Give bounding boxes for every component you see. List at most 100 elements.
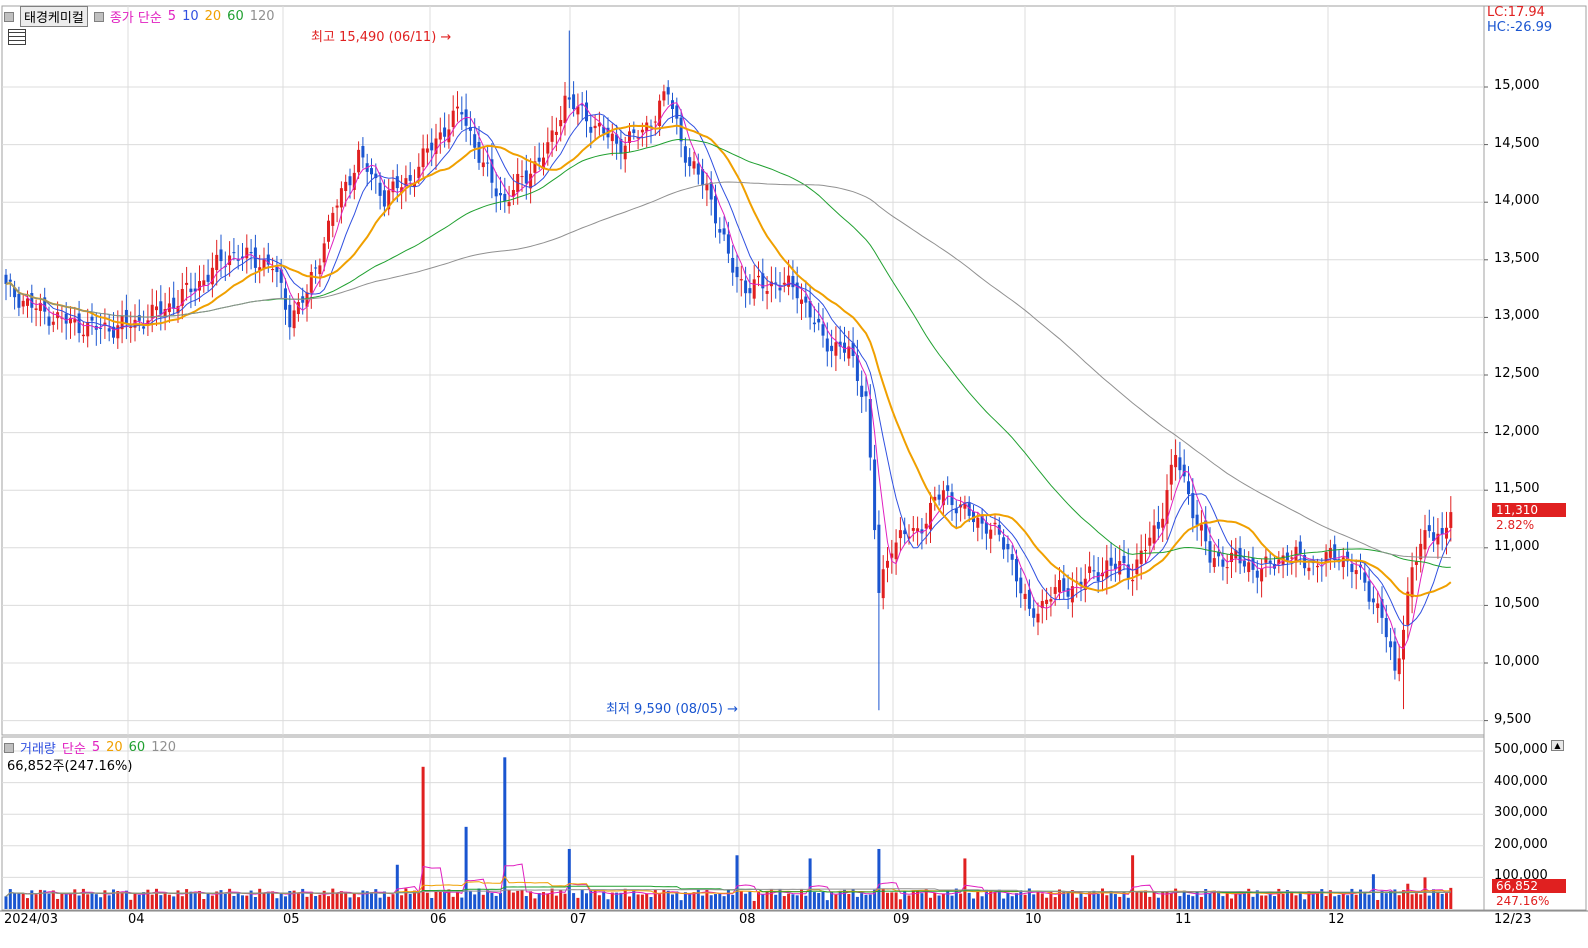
candle-body [438, 132, 442, 140]
candle-body [714, 196, 717, 224]
volume-bar [116, 891, 120, 909]
volume-bar [112, 889, 115, 909]
volume-bar [1242, 892, 1246, 909]
candle-body [112, 326, 115, 338]
volume-bar [456, 891, 459, 909]
candle-body [481, 162, 485, 168]
volume-bar [868, 894, 872, 909]
candle-body [1006, 543, 1010, 550]
volume-bar [675, 891, 679, 909]
candle-body [417, 166, 421, 179]
volume-bar [1070, 890, 1074, 909]
candle-body [769, 281, 773, 287]
volume-bar [490, 893, 494, 909]
volume-bar [430, 897, 434, 909]
candle-body [903, 530, 907, 535]
volume-bar [352, 892, 356, 909]
legend-toggle-icon[interactable] [4, 11, 14, 22]
volume-bar [193, 892, 197, 909]
volume-bar [997, 889, 1001, 909]
candle-body [692, 161, 696, 169]
volume-bar [873, 889, 877, 909]
candle-body [911, 528, 915, 531]
volume-bar [1113, 894, 1117, 909]
volume-bar [722, 896, 726, 909]
volume-bar [838, 890, 842, 909]
date-tick-label: 08 [739, 912, 756, 927]
candle-body [322, 243, 326, 263]
candle-body [782, 282, 786, 285]
candle-body [898, 530, 902, 539]
volume-bar [86, 894, 90, 909]
volume-bar [279, 892, 283, 909]
candle-body [1419, 543, 1423, 560]
volume-bar [1268, 892, 1272, 909]
volume-bar [589, 890, 593, 909]
volume-bar [1058, 889, 1061, 909]
volume-bar [1328, 890, 1332, 909]
volume-bar [554, 895, 558, 909]
lc-label: LC:17.94 [1487, 5, 1545, 20]
volume-bar [451, 896, 455, 909]
volume-bar [658, 894, 662, 909]
volume-bar [933, 892, 937, 909]
collapse-icon[interactable]: ▲ [1551, 740, 1564, 751]
volume-bar [744, 893, 748, 909]
volume-bar [765, 891, 769, 909]
volume-bar [163, 892, 167, 909]
volume-bar [1092, 890, 1096, 909]
candle-body [739, 279, 743, 281]
volume-bar [223, 893, 227, 909]
low-label: 최저 9,590 (08/05) [606, 702, 724, 717]
table-icon[interactable] [8, 29, 26, 45]
vma120-line [5, 888, 1451, 897]
candle-body [1384, 618, 1388, 638]
candle-body [232, 252, 236, 254]
date-tick-label: 10 [1025, 912, 1042, 927]
volume-bar [769, 889, 773, 909]
volume-bar [494, 895, 498, 909]
volume-bar [950, 895, 954, 909]
volume-bar [580, 889, 584, 909]
volume-bar [90, 892, 94, 909]
volume-bar [1015, 893, 1018, 909]
volume-bar [1337, 894, 1341, 909]
candle-body [219, 249, 223, 262]
candle-body [529, 173, 533, 189]
candle-body [709, 182, 713, 200]
candle-body [881, 569, 885, 599]
candle-body [1199, 524, 1203, 531]
volume-bar [1230, 898, 1233, 909]
volume-tick-label: 200,000 [1494, 836, 1548, 852]
candle-body [155, 306, 158, 311]
volume-bar [718, 893, 722, 909]
price-tick-label: 13,500 [1494, 250, 1540, 266]
volume-bar [615, 892, 619, 909]
candle-body [997, 524, 1001, 535]
candle-body [159, 301, 163, 315]
legend-toggle-icon[interactable] [4, 742, 14, 753]
candle-body [99, 327, 103, 329]
volume-bar [1148, 896, 1152, 909]
volume-bar [929, 897, 932, 909]
volume-bar [1380, 890, 1384, 909]
volume-bar [507, 889, 511, 909]
candle-body [292, 310, 296, 329]
volume-bar [150, 894, 154, 909]
volume-bar [1062, 891, 1066, 909]
stock-name-button[interactable]: 태경케미컬 [20, 6, 88, 27]
volume-bar [421, 766, 425, 909]
volume-bar [1135, 892, 1139, 909]
legend-toggle-icon[interactable] [93, 11, 104, 22]
volume-bar [597, 895, 601, 909]
candle-body [929, 502, 932, 530]
candle-body [559, 120, 563, 127]
volume-bar [860, 893, 864, 909]
volume-bar [1427, 895, 1431, 909]
volume-bar [735, 855, 739, 909]
candle-body [249, 251, 253, 254]
candle-body [554, 131, 558, 136]
candle-body [774, 282, 778, 284]
volume-bar [1264, 895, 1268, 909]
